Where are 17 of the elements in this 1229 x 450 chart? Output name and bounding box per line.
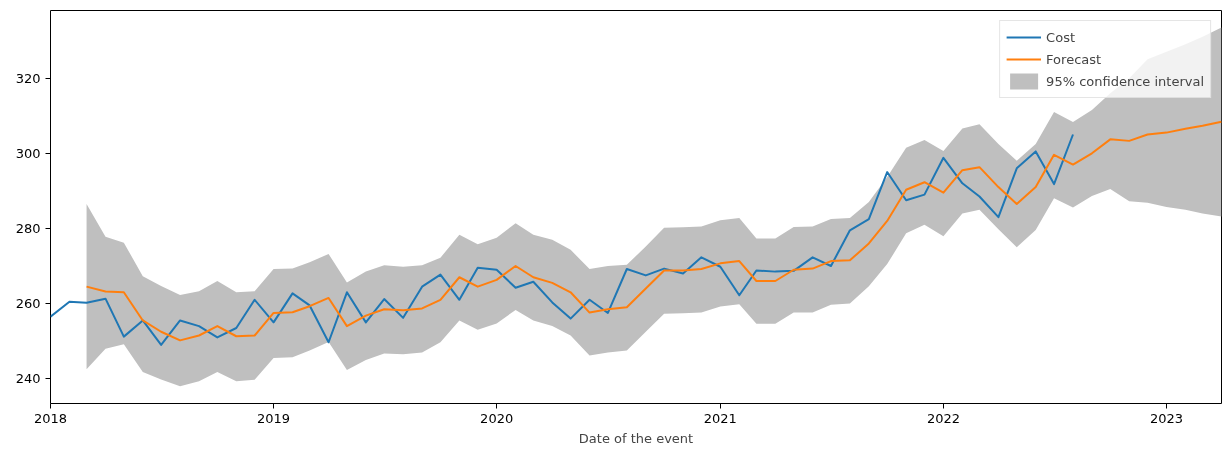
y-tick-label: 260 <box>15 296 41 312</box>
x-tick-label: 2018 <box>33 410 68 426</box>
line-series <box>85 120 1222 342</box>
y-tick-label: 240 <box>15 371 41 387</box>
x-tick-label: 2022 <box>926 410 960 426</box>
legend-label: Cost <box>1046 29 1076 45</box>
x-tick-label: 2023 <box>1149 410 1184 426</box>
y-tick-label: 280 <box>15 220 41 236</box>
x-tick-label: 2021 <box>703 410 737 426</box>
x-tick-label: 2020 <box>480 410 514 426</box>
legend-label: 95% confidence interval <box>1046 73 1204 89</box>
y-tick-label: 320 <box>15 70 41 86</box>
legend-label: Forecast <box>1046 51 1102 67</box>
y-tick-label: 300 <box>15 145 41 161</box>
x-axis-title: Date of the event <box>578 430 694 446</box>
x-tick-label: 2019 <box>257 410 291 426</box>
line-series <box>50 133 1074 346</box>
